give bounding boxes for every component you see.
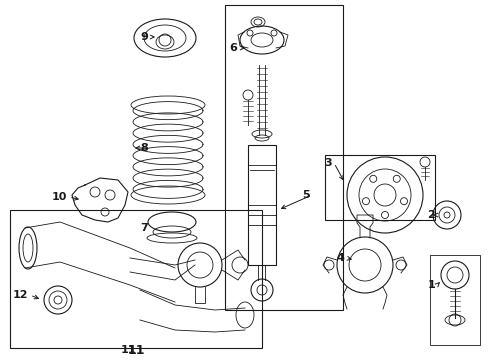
Bar — [430, 255, 480, 345]
Text: 5: 5 — [302, 190, 310, 200]
Text: 11: 11 — [127, 343, 145, 356]
Bar — [325, 155, 435, 220]
Text: 9: 9 — [140, 32, 148, 42]
Text: 6: 6 — [229, 43, 237, 53]
Text: 3: 3 — [324, 158, 332, 168]
Text: 1: 1 — [427, 280, 435, 290]
Text: 8: 8 — [140, 143, 148, 153]
Text: 12: 12 — [13, 290, 28, 300]
Text: 11: 11 — [121, 345, 136, 355]
Bar — [225, 5, 343, 310]
Bar — [10, 210, 262, 348]
Bar — [248, 145, 276, 265]
Text: 7: 7 — [140, 223, 148, 233]
Text: 4: 4 — [336, 253, 344, 263]
Text: 10: 10 — [51, 192, 67, 202]
Text: 2: 2 — [427, 210, 435, 220]
